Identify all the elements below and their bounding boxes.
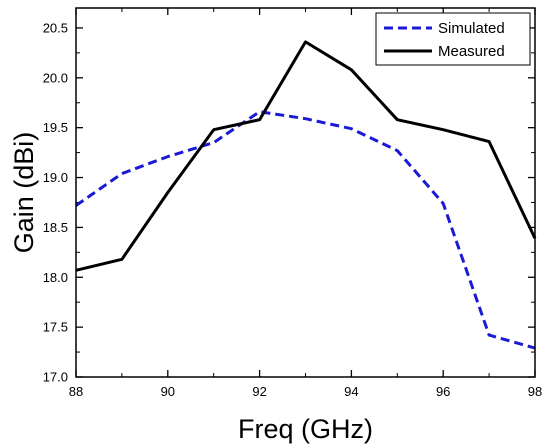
y-tick-label-18.5: 18.5 — [43, 220, 68, 235]
y-tick-label-18.0: 18.0 — [43, 270, 68, 285]
legend: Simulated Measured — [375, 12, 531, 66]
x-tick-label-90: 90 — [161, 384, 175, 399]
x-tick-label-94: 94 — [344, 384, 358, 399]
tick-labels: 88 90 92 94 96 98 17.0 17.5 18.0 18.5 19.0 19.5 20.0… — [43, 20, 543, 399]
x-tick-label-88: 88 — [69, 384, 83, 399]
series-line-measured — [75, 40, 537, 272]
legend-box — [375, 12, 531, 66]
y-tick-label-17.0: 17.0 — [43, 370, 68, 385]
y-tick-label-19.5: 19.5 — [43, 120, 68, 135]
x-tick-label-96: 96 — [436, 384, 450, 399]
legend-label-simulated: Simulated — [438, 20, 505, 37]
x-tick-label-98: 98 — [528, 384, 542, 399]
y-tick-label-17.5: 17.5 — [43, 320, 68, 335]
plot-area-frame — [75, 7, 536, 378]
y-tick-label-20.0: 20.0 — [43, 70, 68, 85]
y-axis-title: Gain (dBi) — [9, 132, 39, 254]
x-axis-title: Freq (GHz) — [238, 414, 373, 444]
legend-label-measured: Measured — [438, 43, 505, 60]
series-lines — [75, 40, 537, 350]
x-tick-label-92: 92 — [252, 384, 266, 399]
series-line-simulated — [75, 110, 536, 350]
y-tick-label-19.0: 19.0 — [43, 170, 68, 185]
y-tick-label-20.5: 20.5 — [43, 20, 68, 35]
